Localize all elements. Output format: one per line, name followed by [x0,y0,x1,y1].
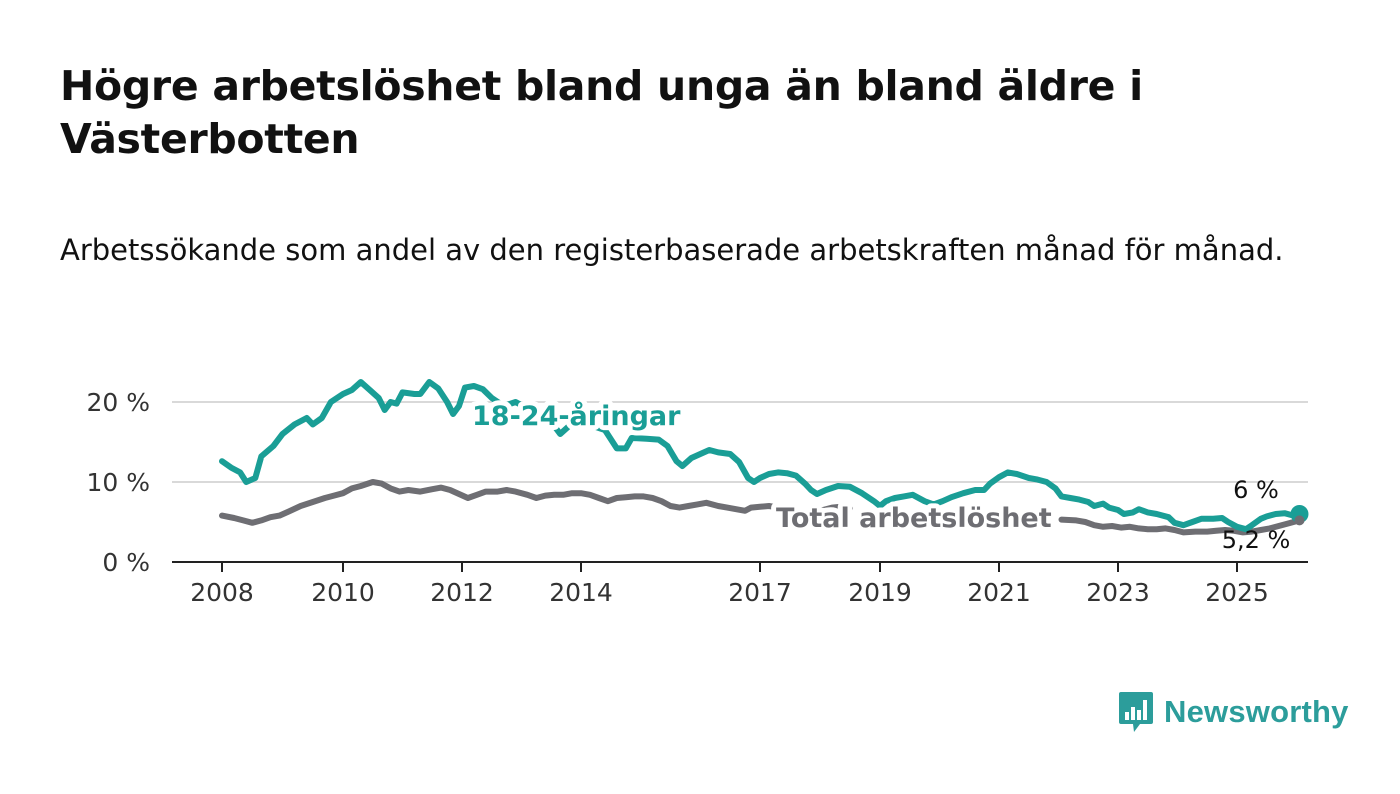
axes: 0 % 10 % 20 % 2008 2010 2012 2014 2017 2019 2021 2… [86,388,1308,607]
x-tick-label: 2023 [1086,578,1150,607]
series-line-total [219,479,853,526]
chart-title: Högre arbetslöshet bland unga än bland ä… [60,62,1143,163]
chart-subtitle: Arbetssökande som andel av den registerb… [60,233,1284,267]
x-tick-label: 2017 [728,578,792,607]
gridlines [172,401,1308,483]
y-tick-label: 20 % [86,388,150,417]
x-tick-label: 2014 [549,578,613,607]
series-label-total: Total arbetslöshet [776,503,1052,534]
series-lines [219,379,1303,536]
x-tick-label: 2021 [967,578,1031,607]
brand-name: Newsworthy [1164,694,1349,729]
brand-logo: Newsworthy [1118,690,1349,734]
x-tick-label: 2008 [190,578,254,607]
series-label-youth: 18-24-åringar [472,400,681,432]
series-label-youth-halo: 18-24-åringar [472,400,681,432]
y-tick-label: 10 % [86,468,150,497]
series-line-total [1058,516,1303,536]
x-tick-label: 2025 [1205,578,1269,607]
end-label-youth: 6 % [1233,476,1279,504]
series-label-total-halo: Total arbetslöshet [776,503,1052,534]
newsworthy-logo-icon [1119,692,1153,732]
x-tick-label: 2010 [311,578,375,607]
series-line-youth [219,379,1303,533]
end-label-total: 5,2 % [1222,526,1291,554]
end-marker-total [1294,515,1305,526]
y-tick-label: 0 % [102,548,150,577]
x-tick-label: 2012 [430,578,494,607]
x-tick-label: 2019 [848,578,912,607]
